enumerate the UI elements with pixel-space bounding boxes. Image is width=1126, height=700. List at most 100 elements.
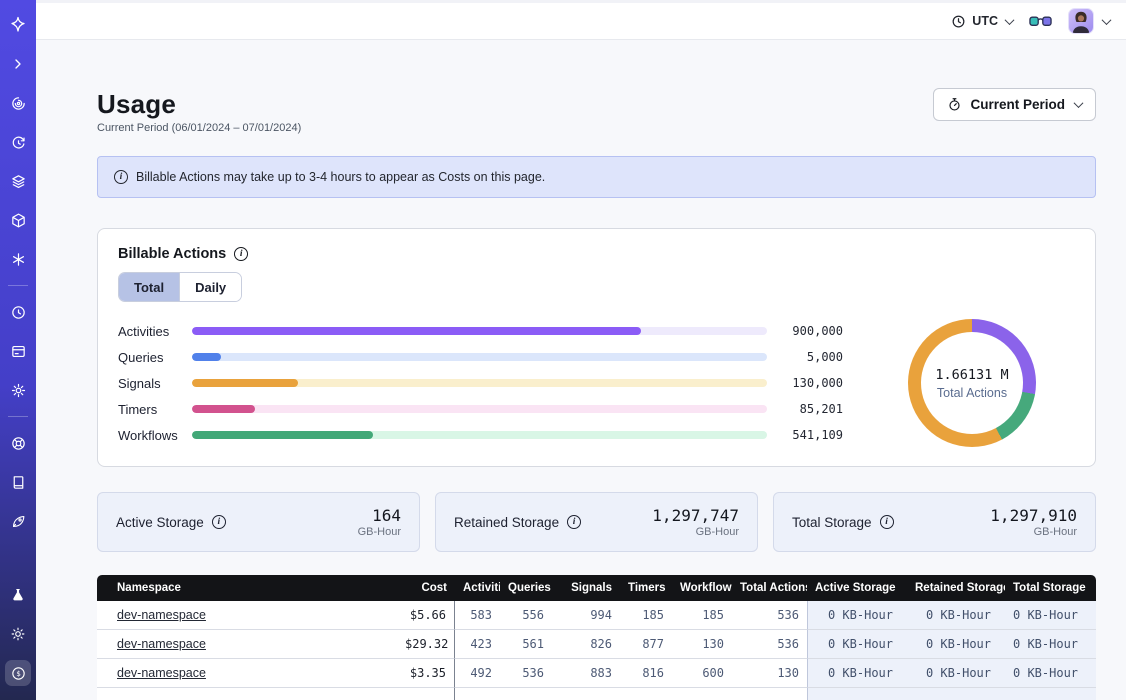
info-icon[interactable]: i bbox=[211, 515, 226, 529]
table-cell: 0 KB-Hour bbox=[907, 601, 1005, 630]
table-cell: 600 bbox=[672, 659, 732, 688]
table-cell: 994 bbox=[552, 601, 620, 630]
usage-window-icon[interactable] bbox=[5, 338, 31, 364]
retained-storage-label: Retained Storage bbox=[454, 514, 560, 530]
column-header: Namespace bbox=[97, 575, 397, 601]
banner-text: Billable Actions may take up to 3-4 hour… bbox=[136, 170, 546, 184]
bar-row: Queries 5,000 bbox=[118, 344, 843, 370]
sidebar-divider bbox=[8, 416, 28, 417]
donut-wrap: 1.66131 M Total Actions bbox=[869, 319, 1075, 447]
bar-fill bbox=[192, 327, 641, 335]
info-icon[interactable]: i bbox=[879, 515, 894, 529]
schedules-icon[interactable] bbox=[5, 129, 31, 155]
namespaces-icon[interactable] bbox=[5, 168, 31, 194]
table-cell bbox=[455, 688, 500, 700]
table-cell: 883 bbox=[552, 659, 620, 688]
bar-row: Signals 130,000 bbox=[118, 370, 843, 396]
bar-track bbox=[192, 353, 767, 361]
namespace-usage-table: NamespaceCostActivitiesQueriesSignalsTim… bbox=[97, 575, 1096, 700]
collapse-sidebar-icon[interactable] bbox=[5, 51, 31, 77]
table-header-row: NamespaceCostActivitiesQueriesSignalsTim… bbox=[97, 575, 1096, 601]
retained-storage-card: Retained Storage i 1,297,747 GB-Hour bbox=[435, 492, 758, 552]
active-storage-card: Active Storage i 164 GB-Hour bbox=[97, 492, 420, 552]
namespace-link[interactable]: dev-namespace bbox=[117, 637, 206, 651]
billable-bars: Activities 900,000 Queries 5,000 Signals 130,… bbox=[118, 318, 869, 448]
table-cell bbox=[1005, 688, 1096, 700]
settings-gear-icon[interactable] bbox=[5, 377, 31, 403]
support-lifebuoy-icon[interactable] bbox=[5, 430, 31, 456]
reader-mode-button[interactable] bbox=[1029, 15, 1052, 28]
table-cell: 536 bbox=[732, 630, 807, 659]
page-subtitle: Current Period (06/01/2024 – 07/01/2024) bbox=[97, 122, 302, 134]
table-row: dev-namespace $3.35 492 536 883 816 600 130 0 KB… bbox=[97, 659, 1096, 688]
billable-title: Billable Actions bbox=[118, 245, 227, 262]
bar-value: 900,000 bbox=[792, 324, 843, 338]
bar-track bbox=[192, 379, 767, 387]
theme-sun-icon[interactable] bbox=[5, 621, 31, 647]
timezone-selector[interactable]: UTC bbox=[951, 14, 1015, 29]
billable-actions-card: Billable Actions i Total Daily Activitie… bbox=[97, 228, 1096, 467]
tab-daily[interactable]: Daily bbox=[179, 273, 242, 301]
table-cell bbox=[620, 688, 672, 700]
column-header: Retained Storage bbox=[907, 575, 1005, 601]
donut-total-label: Total Actions bbox=[936, 385, 1008, 400]
billable-view-tabs: Total Daily bbox=[118, 272, 243, 302]
table-cell: 130 bbox=[732, 659, 807, 688]
total-storage-label: Total Storage bbox=[792, 514, 872, 530]
bar-label: Timers bbox=[118, 401, 158, 417]
labs-flask-icon[interactable] bbox=[5, 582, 31, 608]
table-cell: 0 KB-Hour bbox=[1005, 659, 1096, 688]
namespace-usage-table-wrap: NamespaceCostActivitiesQueriesSignalsTim… bbox=[97, 575, 1096, 700]
tab-total[interactable]: Total bbox=[119, 273, 180, 301]
nexus-icon[interactable] bbox=[5, 246, 31, 272]
table-cell: dev-namespace bbox=[97, 659, 397, 688]
total-storage-value: 1,297,910 bbox=[990, 505, 1077, 525]
info-icon[interactable]: i bbox=[567, 515, 582, 529]
column-header: Total Actions bbox=[732, 575, 807, 601]
namespace-link[interactable]: dev-namespace bbox=[117, 666, 206, 680]
table-cell: $3.35 bbox=[397, 659, 455, 688]
clock-icon bbox=[952, 15, 965, 27]
table-cell: 492 bbox=[455, 659, 500, 688]
getting-started-rocket-icon[interactable] bbox=[5, 508, 31, 534]
retained-storage-unit: GB-Hour bbox=[695, 525, 739, 538]
user-menu[interactable] bbox=[1068, 8, 1112, 34]
table-cell: 816 bbox=[620, 659, 672, 688]
table-cell: 185 bbox=[620, 601, 672, 630]
table-cell: $29.32 bbox=[397, 630, 455, 659]
bar-label: Queries bbox=[118, 349, 164, 365]
bar-track bbox=[192, 327, 767, 335]
namespace-link[interactable]: dev-namespace bbox=[117, 608, 206, 622]
page-header: Usage Current Period (06/01/2024 – 07/01… bbox=[97, 88, 1096, 134]
table-cell bbox=[807, 688, 907, 700]
bar-fill bbox=[192, 405, 256, 413]
docs-book-icon[interactable] bbox=[5, 469, 31, 495]
column-header: Workflows bbox=[672, 575, 732, 601]
topbar: UTC bbox=[36, 3, 1126, 40]
table-cell: 130 bbox=[672, 630, 732, 659]
column-header: Active Storage bbox=[807, 575, 907, 601]
period-dropdown-button[interactable]: Current Period bbox=[933, 88, 1096, 121]
table-cell: 826 bbox=[552, 630, 620, 659]
total-storage-card: Total Storage i 1,297,910 GB-Hour bbox=[773, 492, 1096, 552]
sidebar-divider bbox=[8, 285, 28, 286]
table-row: dev-namespace $29.32 423 561 826 877 130 536 0 K… bbox=[97, 630, 1096, 659]
info-icon[interactable]: i bbox=[234, 246, 249, 261]
column-header: Activities bbox=[455, 575, 500, 601]
world-clock-icon[interactable] bbox=[5, 299, 31, 325]
bar-fill bbox=[192, 353, 221, 361]
column-header: Queries bbox=[500, 575, 552, 601]
table-cell: 423 bbox=[455, 630, 500, 659]
info-banner: i Billable Actions may take up to 3-4 ho… bbox=[97, 156, 1096, 198]
workflows-icon[interactable] bbox=[5, 90, 31, 116]
main-area: UTC Usage Current Period (06/01/2024 – 0… bbox=[36, 0, 1126, 700]
deployments-icon[interactable] bbox=[5, 207, 31, 233]
billing-usage-icon[interactable]: $ bbox=[5, 660, 31, 686]
table-cell bbox=[552, 688, 620, 700]
table-cell: 536 bbox=[732, 601, 807, 630]
temporal-logo-icon[interactable] bbox=[5, 12, 31, 38]
table-row: dev-namespace $5.66 583 556 994 185 185 536 0 KB… bbox=[97, 601, 1096, 630]
bar-value: 541,109 bbox=[792, 428, 843, 442]
page-content: Usage Current Period (06/01/2024 – 07/01… bbox=[36, 40, 1126, 700]
